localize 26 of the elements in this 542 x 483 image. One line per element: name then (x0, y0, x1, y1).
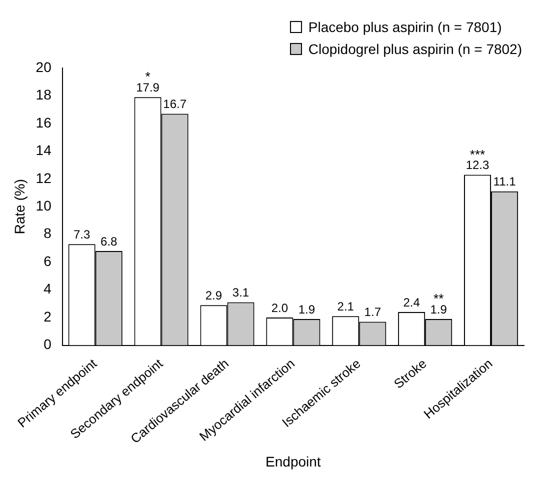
x-axis-title: Endpoint (266, 453, 321, 470)
data-label: 2.1 (337, 299, 354, 314)
legend-label: Placebo plus aspirin (n = 7801) (308, 18, 502, 37)
data-label: 2.9 (205, 288, 222, 302)
y-tick-label: 2 (44, 308, 52, 324)
legend-label: Clopidogrel plus aspirin (n = 7802) (308, 40, 522, 59)
y-tick-label: 6 (44, 252, 52, 269)
y-tick-label: 18 (36, 86, 52, 103)
data-label: 2.0 (271, 300, 288, 315)
y-tick-label: 0 (44, 336, 52, 352)
data-label: 16.7 (163, 97, 187, 112)
y-tick-label: 12 (36, 170, 52, 186)
data-label: 11.1 (493, 174, 516, 189)
y-axis-title: Rate (%) (11, 179, 28, 234)
data-label: 2.4 (403, 295, 420, 310)
y-tick-label: 14 (36, 142, 52, 158)
y-tick-label: 20 (36, 58, 52, 75)
data-label: 7.3 (73, 227, 90, 242)
data-label: 3.1 (232, 286, 250, 300)
data-label: 6.8 (100, 234, 118, 248)
data-label: 1.9 (298, 302, 316, 316)
y-tick-label: 4 (44, 280, 52, 297)
y-tick-label: 10 (36, 198, 52, 214)
data-label: 1.7 (364, 305, 382, 320)
y-tick-label: 8 (44, 225, 52, 242)
y-tick-label: 16 (36, 114, 52, 130)
